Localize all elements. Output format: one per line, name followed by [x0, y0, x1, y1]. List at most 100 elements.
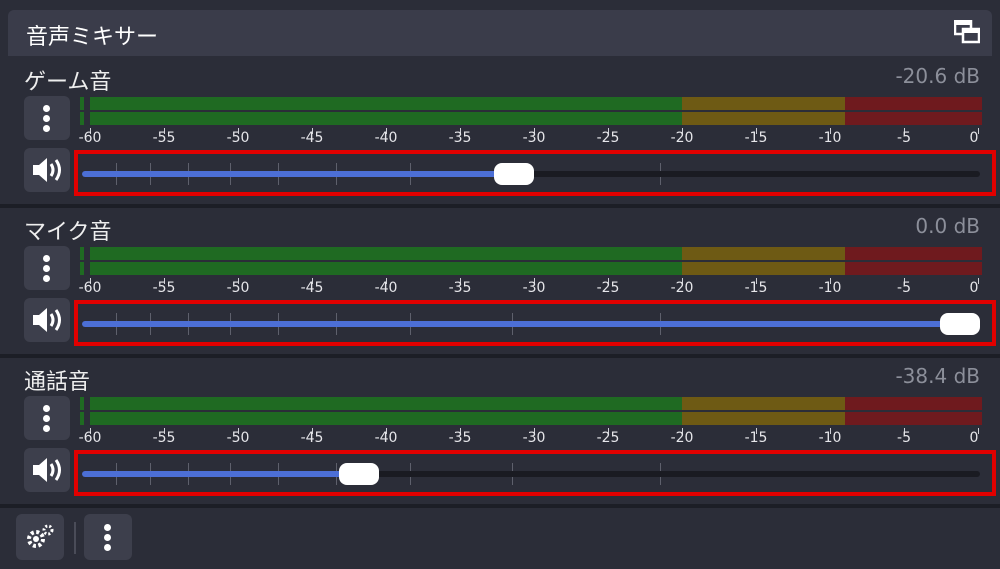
scale-tick [904, 278, 905, 284]
scale-tick [238, 278, 239, 284]
advanced-audio-settings-button[interactable] [16, 514, 64, 560]
scale-label: -20 [670, 130, 694, 146]
meter-segment [844, 412, 982, 425]
scale-label: 0 [969, 130, 979, 146]
meter-segment [682, 247, 845, 260]
toolbar-divider [74, 522, 76, 554]
scale-label: -45 [300, 280, 324, 296]
scale-label: -20 [670, 430, 694, 446]
scale-label: -55 [152, 130, 176, 146]
scale-label: -40 [374, 430, 398, 446]
scale-tick [386, 278, 387, 284]
scale-tick [386, 428, 387, 434]
dock-titlebar: 音声ミキサー [8, 10, 992, 56]
scale-label: 0 [969, 430, 979, 446]
meter-segment [682, 97, 845, 110]
db-scale: -60 -55 -50 -45 -40 -35 -30 -25 -20 -15 -10 -5 0 [78, 428, 982, 448]
scale-label: -45 [300, 130, 324, 146]
scale-label: -60 [78, 430, 102, 446]
channel-name: マイク音 [24, 220, 112, 245]
meter-segment [844, 112, 982, 125]
level-meter [80, 246, 982, 276]
scale-tick [682, 278, 683, 284]
scale-tick [830, 278, 831, 284]
channel-db-readout: -38.4 dB [895, 364, 980, 388]
scale-tick [756, 128, 757, 134]
scale-tick [164, 128, 165, 134]
highlight-box [74, 450, 996, 496]
scale-tick [608, 428, 609, 434]
scale-tick [534, 128, 535, 134]
scale-label: -50 [226, 430, 250, 446]
channel-menu-button[interactable] [24, 396, 70, 440]
mixer-channel-call: 通話音 -38.4 dB -60 -55 -50 -45 -40 -35 -30 -25 -20… [10, 358, 996, 506]
meter-segment [682, 262, 845, 275]
mute-button[interactable] [24, 448, 70, 492]
mixer-channel-game: ゲーム音 -20.6 dB -60 -55 -50 -45 -40 -35 -30 -25 -2… [10, 58, 996, 206]
scale-label: -5 [897, 280, 911, 296]
channel-separator [0, 204, 1000, 208]
scale-label: -40 [374, 280, 398, 296]
scale-label: -15 [744, 430, 768, 446]
meter-segment [682, 112, 845, 125]
slider-track [82, 471, 980, 477]
level-meter [80, 96, 982, 126]
meter-segment [90, 262, 682, 275]
channel-menu-button[interactable] [24, 246, 70, 290]
volume-slider[interactable] [80, 300, 982, 346]
scale-tick [312, 278, 313, 284]
meter-segment [80, 112, 84, 125]
scale-label: -45 [300, 430, 324, 446]
mixer-menu-button[interactable] [84, 514, 132, 560]
volume-slider[interactable] [80, 450, 982, 496]
mute-button[interactable] [24, 148, 70, 192]
scale-label: -30 [522, 130, 546, 146]
scale-tick [830, 428, 831, 434]
slider-handle[interactable] [940, 313, 980, 335]
meter-segment [80, 247, 84, 260]
scale-tick [904, 428, 905, 434]
slider-handle[interactable] [493, 163, 534, 185]
dock-title: 音声ミキサー [26, 25, 159, 50]
channel-name: 通話音 [24, 370, 91, 395]
scale-tick [608, 128, 609, 134]
channel-menu-button[interactable] [24, 96, 70, 140]
scale-tick [460, 278, 461, 284]
scale-tick [460, 428, 461, 434]
scale-label: -50 [226, 280, 250, 296]
scale-tick [238, 428, 239, 434]
scale-label: 0 [969, 280, 979, 296]
scale-label: -10 [818, 130, 842, 146]
scale-label: -10 [818, 280, 842, 296]
vertical-dots-icon [104, 524, 111, 551]
scale-tick [904, 128, 905, 134]
slider-handle[interactable] [339, 463, 380, 485]
scale-tick [90, 428, 91, 434]
scale-label: -30 [522, 280, 546, 296]
meter-segment [90, 112, 682, 125]
scale-label: -35 [448, 280, 472, 296]
mute-button[interactable] [24, 298, 70, 342]
channel-db-readout: -20.6 dB [895, 64, 980, 88]
meter-segment [844, 262, 982, 275]
meter-segment [90, 247, 682, 260]
volume-slider[interactable] [80, 150, 982, 196]
vertical-dots-icon [43, 405, 50, 432]
slider-fill [82, 171, 506, 177]
scale-label: -10 [818, 430, 842, 446]
scale-tick [682, 428, 683, 434]
scale-tick [534, 278, 535, 284]
mixer-channel-mic: マイク音 0.0 dB -60 -55 -50 -45 -40 -35 -30 -25 -20-… [10, 208, 996, 356]
scale-tick [830, 128, 831, 134]
scale-tick [978, 128, 979, 134]
meter-segment [90, 397, 682, 410]
scale-tick [312, 128, 313, 134]
scale-tick [460, 128, 461, 134]
slider-fill [82, 471, 352, 477]
scale-label: -20 [670, 280, 694, 296]
scale-label: -35 [448, 430, 472, 446]
float-window-icon[interactable] [954, 20, 980, 44]
scale-tick [756, 428, 757, 434]
slider-fill [82, 321, 952, 327]
scale-label: -15 [744, 280, 768, 296]
